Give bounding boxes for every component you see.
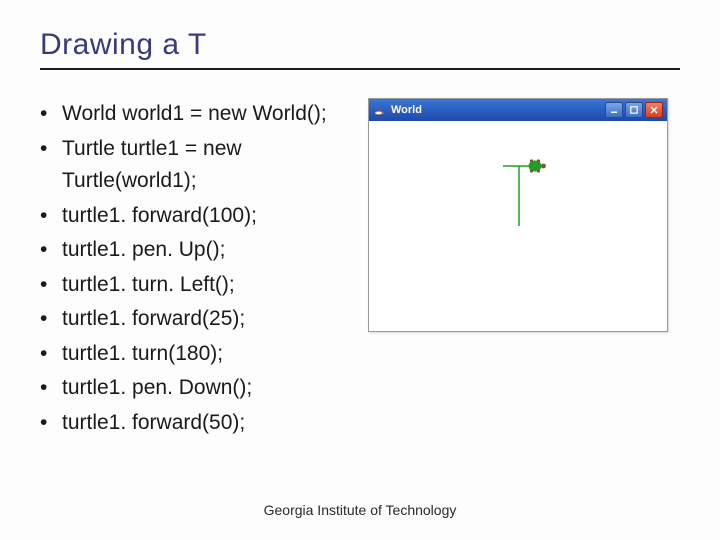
- turtle-canvas: [369, 121, 667, 331]
- list-item: turtle1. turn(180);: [40, 338, 340, 371]
- java-icon: [373, 104, 386, 117]
- list-item: Turtle turtle1 = new Turtle(world1);: [40, 133, 340, 198]
- window-controls: [605, 102, 663, 118]
- window-titlebar[interactable]: World: [369, 99, 667, 121]
- world-window: World: [368, 98, 668, 332]
- slide: Drawing a T World world1 = new World(); …: [0, 0, 720, 540]
- slide-title: Drawing a T: [40, 28, 680, 70]
- content-row: World world1 = new World(); Turtle turtl…: [40, 98, 680, 441]
- list-item: turtle1. forward(25);: [40, 303, 340, 336]
- list-item: turtle1. turn. Left();: [40, 269, 340, 302]
- minimize-button[interactable]: [605, 102, 623, 118]
- list-item: turtle1. forward(50);: [40, 407, 340, 440]
- turtle-drawing: [369, 121, 669, 331]
- list-item: turtle1. pen. Down();: [40, 372, 340, 405]
- code-bullets: World world1 = new World(); Turtle turtl…: [40, 98, 340, 441]
- window-title: World: [391, 104, 605, 116]
- slide-footer: Georgia Institute of Technology: [0, 502, 720, 518]
- list-item: turtle1. forward(100);: [40, 200, 340, 233]
- maximize-button[interactable]: [625, 102, 643, 118]
- close-button[interactable]: [645, 102, 663, 118]
- list-item: World world1 = new World();: [40, 98, 340, 131]
- list-item: turtle1. pen. Up();: [40, 234, 340, 267]
